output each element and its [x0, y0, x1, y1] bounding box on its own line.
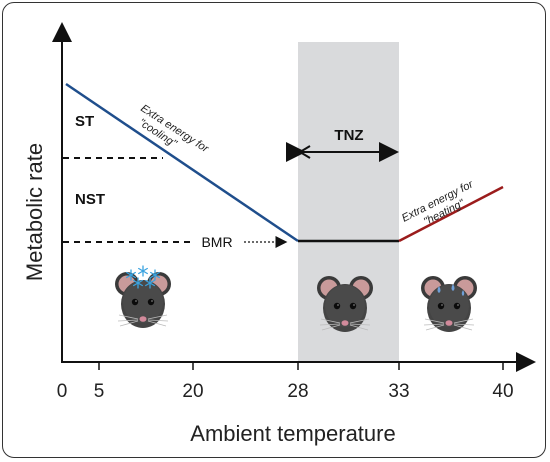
tnz-label: TNZ — [334, 127, 363, 144]
mouse-sweating-icon — [420, 275, 478, 333]
x-tick-label-20: 20 — [182, 381, 203, 402]
st-label: ST — [75, 113, 94, 130]
nst-label: NST — [75, 191, 105, 208]
y-axis-title: Metabolic rate — [22, 143, 47, 281]
bmr-label: BMR — [201, 234, 232, 250]
x-tick-label-33: 33 — [388, 381, 409, 402]
x-tick-marks — [98, 362, 504, 370]
figure-frame — [2, 2, 546, 458]
x-tick-label-5: 5 — [94, 381, 105, 402]
mouse-with-snowflakes-icon — [114, 265, 172, 329]
x-axis-title: Ambient temperature — [190, 421, 395, 446]
cold-response-line — [65, 82, 299, 243]
warm-response-line — [398, 185, 504, 243]
tnz-arrow-left-head — [298, 145, 311, 159]
x-tick-label-28: 28 — [287, 381, 308, 402]
x-tick-label-0: 0 — [57, 381, 68, 402]
x-tick-label-40: 40 — [492, 381, 513, 402]
